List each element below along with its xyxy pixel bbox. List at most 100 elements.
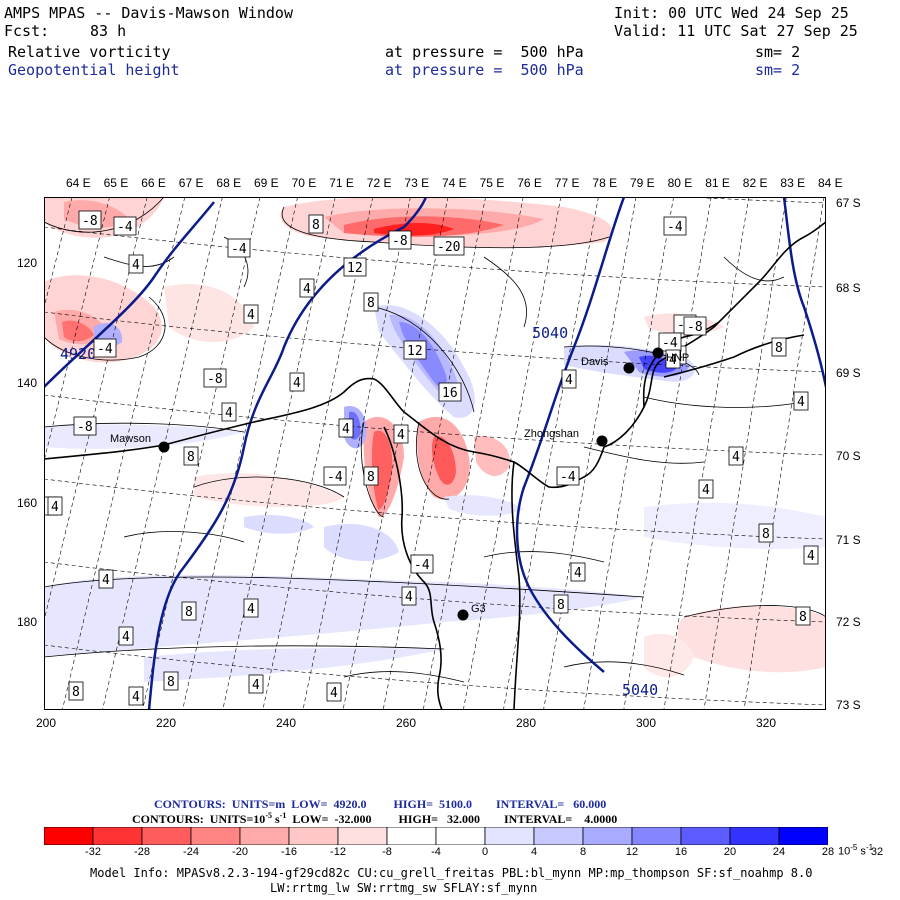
vorticity-label: 4 xyxy=(338,418,354,438)
svg-text:8: 8 xyxy=(762,527,770,542)
vorticity-label: 4 xyxy=(128,686,144,706)
svg-text:8: 8 xyxy=(557,598,565,613)
station-hnp: HNP xyxy=(652,347,689,364)
colorbar-tick: 28 xyxy=(821,846,835,858)
longitude-line xyxy=(663,197,750,710)
height-label-5040-b: 5040 xyxy=(622,681,658,699)
colorbar-swatch xyxy=(582,827,633,845)
vorticity-label: -4 xyxy=(227,238,251,258)
vorticity-label: -8 xyxy=(73,416,97,436)
svg-text:8: 8 xyxy=(775,341,783,356)
colorbar-swatch xyxy=(386,827,437,845)
vorticity-units-exp: -5 xyxy=(265,811,272,820)
vorticity-label: 4 xyxy=(561,369,577,389)
vorticity-label: 8 xyxy=(363,466,379,486)
longitude-label: 65 E xyxy=(103,176,129,190)
svg-text:4: 4 xyxy=(132,690,140,705)
svg-text:-8: -8 xyxy=(77,420,93,435)
svg-text:4: 4 xyxy=(102,573,110,588)
longitude-label: 67 E xyxy=(178,176,204,190)
vorticity-label: 4 xyxy=(118,626,134,646)
colorbar-tick: -12 xyxy=(330,846,346,858)
svg-text:4: 4 xyxy=(342,422,350,437)
longitude-line xyxy=(262,197,374,710)
vorticity-label: -8 xyxy=(388,230,412,250)
height-label-4920: 4920 xyxy=(60,345,96,363)
vorticity-label: 8 xyxy=(771,337,787,357)
longitude-line xyxy=(222,197,336,710)
latitude-label: 67 S xyxy=(836,196,861,210)
vorticity-units-exp2: -1 xyxy=(279,811,287,820)
x-grid-label: 200 xyxy=(36,716,57,730)
vorticity-units-base: CONTOURS: UNITS=10 xyxy=(132,812,266,826)
colorbar-swatch xyxy=(288,827,339,845)
init-time: Init: 00 UTC Wed 24 Sep 25 xyxy=(614,4,849,22)
station-markers: Mawson Zhongshan Davis HNP G3 xyxy=(110,347,689,621)
vorticity-label: -8 xyxy=(78,210,102,230)
svg-text:4: 4 xyxy=(565,373,573,388)
colorbar-unit-exp2: -1 xyxy=(865,843,874,852)
model-info: Model Info: MPASv8.2.3-194-gf29cd82c CU:… xyxy=(90,866,813,880)
svg-text:8: 8 xyxy=(367,296,375,311)
latitude-label: 68 S xyxy=(836,281,861,295)
longitude-label: 71 E xyxy=(329,176,354,190)
latitude-line xyxy=(44,644,826,706)
y-grid-label: 180 xyxy=(17,615,38,629)
geopotential-height-contours xyxy=(44,197,826,710)
latitude-label: 70 S xyxy=(836,449,861,463)
colorbar-swatch xyxy=(44,827,94,845)
negative-vorticity-shading xyxy=(44,197,826,678)
svg-text:-4: -4 xyxy=(327,470,343,485)
vorticity-label: 4 xyxy=(47,496,63,516)
longitude-line xyxy=(703,197,787,710)
vorticity-label: 8 xyxy=(553,594,569,614)
svg-text:4: 4 xyxy=(330,686,338,701)
svg-text:4: 4 xyxy=(669,353,677,368)
map-panel: 4920 5040 5040 -8 -4 8 -8 -20 -4 4 -4 12 4 8 4 -8 4 -8… xyxy=(44,197,826,710)
station-zhongshan: Zhongshan xyxy=(524,428,608,447)
svg-text:16: 16 xyxy=(442,386,458,401)
svg-text:4: 4 xyxy=(732,450,740,465)
x-grid-label: 300 xyxy=(636,716,657,730)
field2-smoothing: sm= 2 xyxy=(755,61,801,79)
longitude-label: 68 E xyxy=(216,176,242,190)
colorbar-tick: 24 xyxy=(772,846,786,858)
colorbar-tick: 20 xyxy=(723,846,737,858)
longitude-label: 75 E xyxy=(479,176,505,190)
field2-level: at pressure = 500 hPa xyxy=(385,61,584,79)
latitude-grid xyxy=(44,197,826,706)
colorbar-unit-s: s xyxy=(857,845,866,858)
vorticity-label: -8 xyxy=(203,368,227,388)
longitude-label: 69 E xyxy=(254,176,279,190)
longitude-line xyxy=(142,197,261,710)
vorticity-label: 8 xyxy=(183,446,199,466)
colorbar-tick: 8 xyxy=(579,846,587,858)
longitude-label: 73 E xyxy=(404,176,430,190)
latitude-label: 69 S xyxy=(836,366,861,380)
vorticity-units-s: s xyxy=(271,812,280,826)
svg-text:4: 4 xyxy=(132,258,140,273)
vorticity-label: -4 xyxy=(658,332,682,352)
longitude-label: 66 E xyxy=(141,176,166,190)
svg-text:-4: -4 xyxy=(662,336,678,351)
vorticity-label: 4 xyxy=(793,391,809,411)
field1-level: at pressure = 500 hPa xyxy=(385,43,584,61)
colorbar-tick: -28 xyxy=(134,846,150,858)
forecast-label: Fcst: xyxy=(4,22,50,40)
vorticity-label: -4 xyxy=(113,216,137,236)
colorbar-tick: 16 xyxy=(674,846,688,858)
svg-text:4: 4 xyxy=(303,282,311,297)
x-grid-label: 280 xyxy=(516,716,537,730)
longitude-label: 72 E xyxy=(366,176,392,190)
map-frame xyxy=(44,197,826,710)
longitude-label: 78 E xyxy=(592,176,618,190)
latitude-label: 72 S xyxy=(836,615,861,629)
svg-text:4: 4 xyxy=(247,602,255,617)
y-grid-label: 160 xyxy=(17,496,38,510)
svg-text:Davis: Davis xyxy=(581,356,609,368)
colorbar-unit-exp: -5 xyxy=(850,843,858,852)
longitude-line xyxy=(623,197,712,710)
latitude-line xyxy=(44,394,826,456)
longitude-label: 79 E xyxy=(630,176,655,190)
svg-text:4: 4 xyxy=(702,483,710,498)
